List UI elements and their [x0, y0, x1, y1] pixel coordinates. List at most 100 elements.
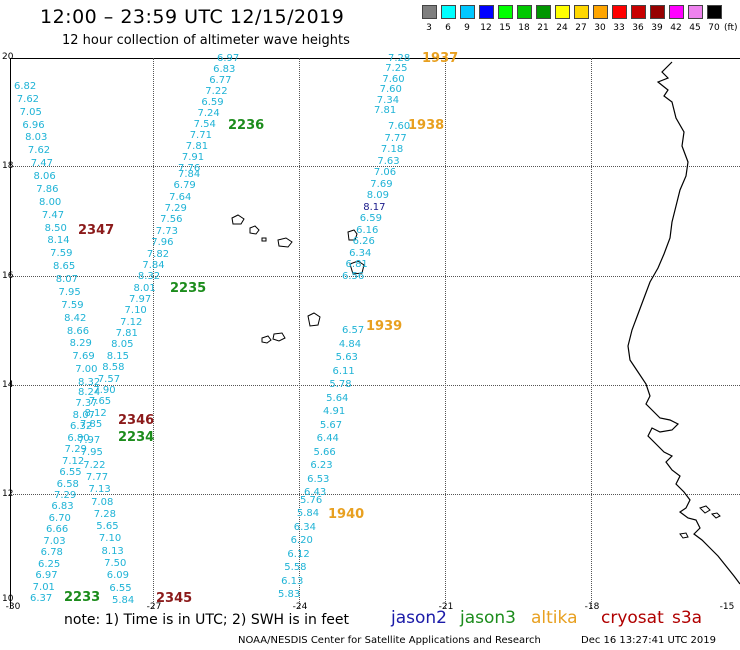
map-frame: [10, 58, 740, 608]
wave-height-value: 5.58: [284, 562, 307, 574]
wave-height-value: 6.83: [51, 501, 74, 513]
gridline-lat: [10, 494, 740, 495]
wave-height-value: 7.63: [377, 155, 400, 167]
scale-unit: (ft): [724, 23, 738, 33]
track-label: 2345: [156, 591, 193, 606]
cape-verde-island: [347, 229, 358, 241]
wave-height-value: 6.16: [356, 224, 379, 236]
scale-label: 70: [708, 23, 720, 33]
lat-label: 16: [2, 271, 14, 281]
wave-height-value: 7.10: [98, 533, 122, 545]
lon-label: -27: [146, 602, 162, 612]
wave-height-value: 7.69: [370, 178, 393, 190]
wave-height-value: 7.12: [62, 455, 85, 467]
wave-height-value: 7.13: [88, 484, 111, 496]
wave-height-value: 8.32: [137, 271, 161, 283]
track-label: 1939: [366, 319, 403, 334]
wave-height-value: 7.05: [19, 106, 42, 118]
wave-height-value: 8.05: [111, 339, 134, 351]
scale-swatch: [574, 5, 589, 19]
wave-height-value: 8.12: [84, 407, 107, 419]
wave-height-value: 7.64: [169, 191, 192, 203]
wave-height-value: 6.83: [213, 64, 236, 75]
wave-height-value: 6.43: [304, 487, 327, 498]
wave-height-value: 6.55: [59, 467, 82, 479]
cape-verde-island: [277, 237, 293, 248]
wave-height-value: 6.09: [106, 570, 130, 582]
wave-height-value: 6.59: [359, 213, 382, 225]
generated-timestamp: Dec 16 13:27:41 UTC 2019: [581, 635, 716, 646]
wave-height-value: 7.22: [205, 86, 228, 97]
scale-label: 45: [689, 23, 701, 33]
wave-height-value: 6.58: [56, 478, 79, 490]
wave-height-value: 7.90: [93, 384, 116, 396]
wave-height-value: 8.07: [55, 274, 78, 286]
wave-height-value: 6.55: [109, 582, 132, 594]
coastal-island: [699, 505, 711, 514]
wave-height-value: 7.96: [151, 237, 174, 249]
wave-height-value: 6.56: [342, 271, 365, 282]
wave-height-value: 7.81: [185, 141, 209, 152]
wave-height-value: 7.59: [50, 248, 73, 260]
wave-height-value: 7.97: [129, 294, 152, 305]
scale-label: 3: [426, 23, 432, 33]
wave-height-value: 6.57: [342, 325, 365, 336]
african-coastline: [627, 61, 740, 585]
track-label: 1937: [422, 51, 459, 66]
lat-label: 10: [2, 594, 14, 604]
track-label: 2236: [228, 118, 265, 133]
wave-height-value: 7.00: [75, 364, 98, 376]
wave-height-value: 8.15: [106, 350, 129, 362]
wave-height-value: 6.97: [217, 53, 240, 64]
wave-height-value: 8.50: [44, 222, 67, 234]
wave-height-value: 6.77: [209, 75, 232, 86]
scale-label: 12: [480, 23, 492, 33]
wave-height-value: 7.77: [85, 471, 109, 483]
scale-swatch: [669, 5, 684, 19]
wave-height-value: 7.03: [43, 535, 66, 547]
scale-label: 39: [651, 23, 663, 33]
wave-height-value: 7.71: [189, 130, 212, 141]
wave-height-value: 7.62: [16, 93, 40, 105]
wave-height-value: 6.81: [345, 259, 368, 271]
wave-height-value: 7.65: [88, 396, 112, 408]
scale-label: 30: [594, 23, 606, 33]
wave-height-value: 8.66: [66, 325, 90, 337]
track-label: 2347: [78, 223, 115, 238]
wave-height-value: 8.13: [101, 545, 124, 557]
wave-height-value: 7.85: [80, 419, 103, 430]
wave-height-value: 8.17: [363, 201, 386, 213]
map-subtitle: 12 hour collection of altimeter wave hei…: [62, 33, 350, 48]
wave-height-value: 7.12: [120, 316, 143, 328]
wave-height-value: 8.58: [102, 362, 125, 374]
wave-height-value: 6.11: [332, 365, 355, 377]
lat-label: 20: [2, 52, 14, 62]
wave-height-value: 6.59: [201, 97, 224, 108]
wave-height-value: 7.22: [83, 459, 106, 471]
lat-label: 12: [2, 489, 14, 499]
wave-height-value: 5.83: [278, 589, 301, 600]
scale-swatch: [479, 5, 494, 19]
wave-height-value: 7.76: [178, 163, 201, 174]
wave-height-value: 6.78: [40, 547, 63, 559]
scale-label: 33: [613, 23, 625, 33]
wave-height-value: 6.12: [287, 548, 310, 560]
wave-height-value: 8.01: [133, 282, 156, 294]
scale-label: 36: [632, 23, 644, 33]
scale-swatch: [422, 5, 437, 19]
wave-height-value: 7.60: [379, 84, 402, 96]
gridline-lat: [10, 276, 740, 277]
track-label: 2234: [118, 430, 155, 445]
scale-label: 9: [464, 23, 470, 33]
wave-height-value: 7.54: [193, 119, 216, 130]
cape-verde-island: [261, 237, 267, 242]
wave-height-value: 8.03: [25, 132, 48, 144]
scale-swatch: [688, 5, 703, 19]
wave-height-value: 7.77: [384, 132, 407, 144]
wave-height-value: 8.07: [72, 409, 95, 421]
scale-swatch: [631, 5, 646, 19]
scale-swatch: [460, 5, 475, 19]
legend-cryosat: cryosat: [601, 608, 664, 628]
track-label: 2235: [170, 281, 207, 296]
gridline-lat: [10, 385, 740, 386]
